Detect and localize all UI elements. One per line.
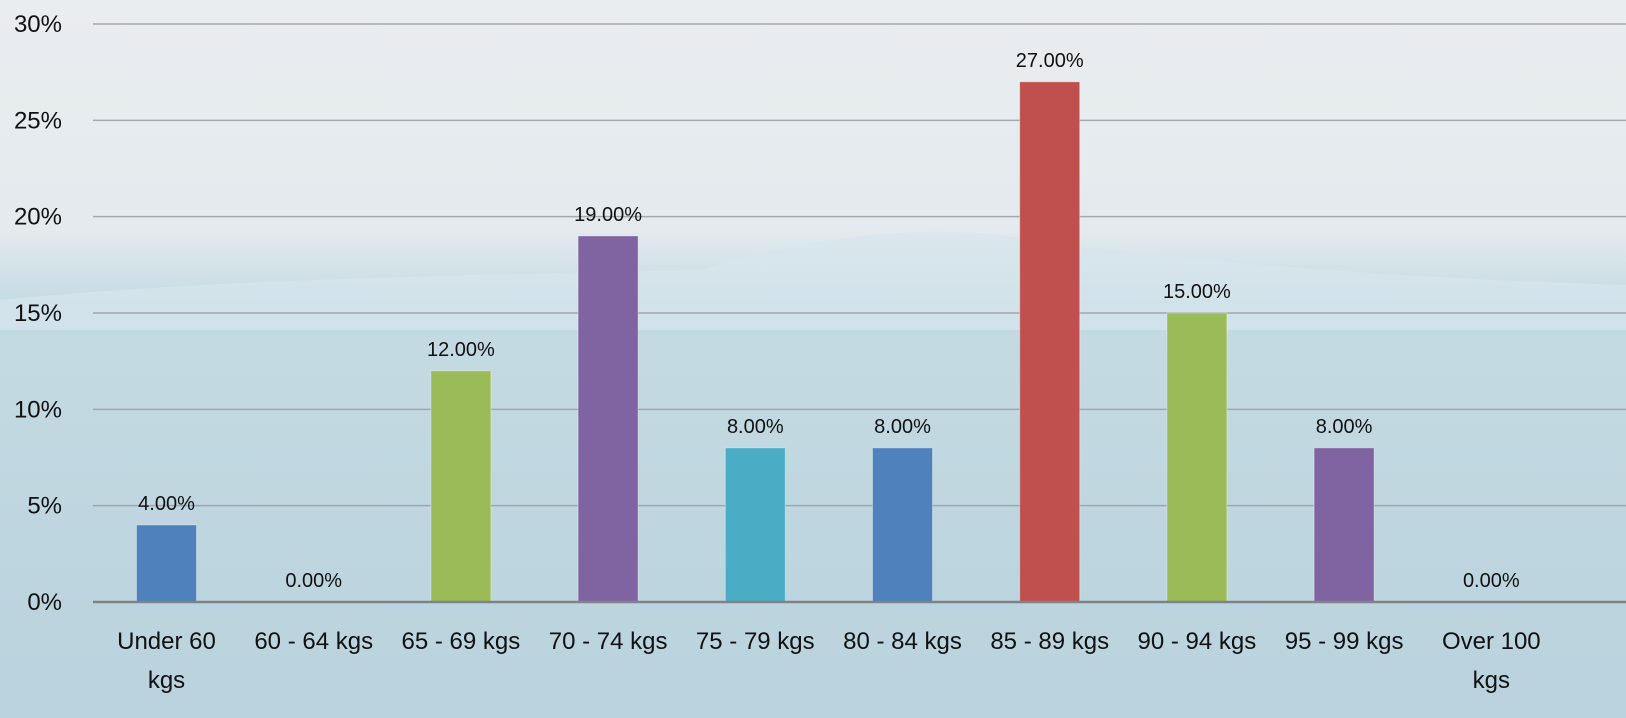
x-axis-ticks: Under 60 kgs 60 - 64 kgs 65 - 69 kgs 70 - 74… — [117, 628, 1541, 694]
x-tick-label: 85 - 89 kgs — [990, 628, 1109, 655]
bar — [577, 235, 639, 603]
x-tick-label: 75 - 79 kgs — [696, 628, 815, 655]
y-tick-label: 30% — [14, 11, 62, 38]
x-tick-label: 60 - 64 kgs — [254, 628, 373, 655]
data-label: 0.00% — [1463, 570, 1520, 592]
data-label: 12.00% — [427, 339, 495, 361]
y-tick-label: 15% — [14, 300, 62, 327]
data-label: 4.00% — [138, 493, 195, 515]
y-tick-label: 5% — [27, 493, 62, 520]
bars — [136, 81, 1375, 603]
y-tick-label: 20% — [14, 204, 62, 231]
bar — [724, 447, 786, 603]
bar — [872, 447, 933, 603]
bar — [430, 370, 492, 603]
bar — [136, 524, 197, 603]
x-tick-label: Under 60 kgs — [117, 628, 216, 694]
bar — [1019, 81, 1081, 603]
data-label: 8.00% — [727, 416, 784, 438]
data-label: 8.00% — [1316, 416, 1373, 438]
data-label: 0.00% — [285, 570, 342, 592]
data-label: 15.00% — [1163, 281, 1231, 303]
data-label: 27.00% — [1016, 50, 1084, 72]
x-tick-label: 80 - 84 kgs — [843, 628, 962, 655]
x-tick-label: 70 - 74 kgs — [549, 628, 668, 655]
data-label: 19.00% — [574, 204, 642, 226]
bar — [1166, 312, 1228, 603]
x-tick-label: 95 - 99 kgs — [1285, 628, 1404, 655]
data-label: 8.00% — [874, 416, 931, 438]
x-tick-label: 90 - 94 kgs — [1138, 628, 1257, 655]
x-tick-label: 65 - 69 kgs — [402, 628, 521, 655]
y-axis-ticks: 0% 5% 10% 15% 20% 25% 30% — [14, 11, 62, 616]
x-tick-label: Over 100 kgs — [1442, 628, 1541, 694]
water-wave — [0, 231, 1626, 330]
bar — [1313, 447, 1375, 603]
gridlines — [93, 23, 1626, 507]
data-labels: 4.00% 0.00% 12.00% 19.00% 8.00% 8.00% 27.00% 15… — [138, 50, 1520, 592]
y-tick-label: 10% — [14, 396, 62, 423]
y-tick-label: 25% — [14, 107, 62, 134]
y-tick-label: 0% — [27, 589, 62, 616]
